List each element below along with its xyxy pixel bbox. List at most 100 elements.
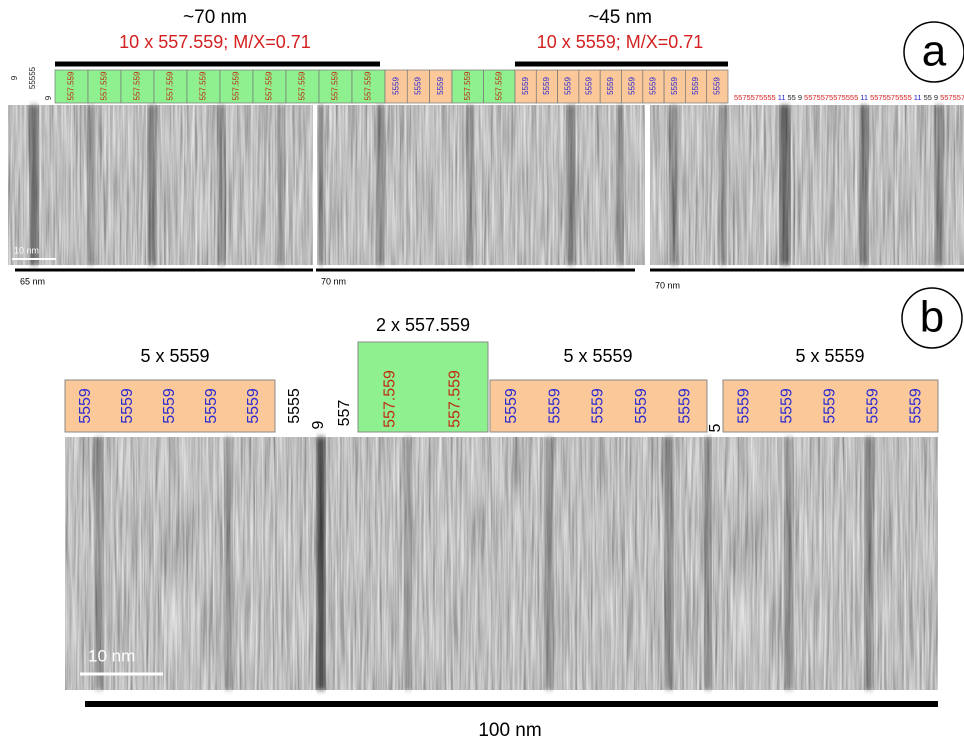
- length-label: 70 nm: [321, 276, 346, 286]
- group-header: 2 x 557.559: [376, 315, 470, 335]
- formula-label: 10 x 557.559; M/X=0.71: [119, 32, 311, 52]
- box-label: 5559: [590, 388, 607, 424]
- sequence-box: [318, 69, 353, 104]
- box-label: 5559: [822, 388, 839, 424]
- dark-band: [218, 105, 225, 265]
- sequence-box: [120, 69, 155, 104]
- sequence-box: [722, 379, 939, 433]
- box-label: 557.559: [265, 71, 274, 100]
- sequence-label: 55555: [28, 66, 37, 89]
- sequence-label: 557: [336, 400, 353, 427]
- dark-band: [545, 437, 553, 690]
- box-label: 557.559: [199, 71, 208, 100]
- sequence-box: [186, 69, 221, 104]
- length-label: 70 nm: [655, 280, 680, 290]
- dark-band: [780, 105, 790, 265]
- span-label: ~70 nm: [183, 7, 247, 28]
- box-label: 5559: [503, 388, 520, 424]
- sequence-box: [357, 341, 489, 433]
- dark-band: [88, 105, 94, 265]
- dark-band: [705, 437, 711, 690]
- length-label: 65 nm: [20, 276, 45, 286]
- panel-label: b: [920, 293, 944, 342]
- dark-band: [617, 105, 623, 265]
- tail-label: 557557: [940, 93, 964, 102]
- panel-circle: [901, 287, 963, 349]
- tail-label: 9: [798, 93, 802, 102]
- box-label: 5559: [521, 77, 530, 95]
- box-label: 557.559: [298, 71, 307, 100]
- dark-band: [405, 437, 411, 690]
- sequence-label: 9: [10, 75, 19, 80]
- box-label: 557.559: [447, 370, 464, 428]
- tail-label: 55: [924, 93, 932, 102]
- box-label: 5559: [161, 388, 178, 424]
- sequence-label: 9: [310, 420, 327, 429]
- dark-band: [148, 105, 156, 265]
- sequence-label: 5: [707, 423, 724, 432]
- box-label: 5559: [779, 388, 796, 424]
- box-label: 557.559: [166, 71, 175, 100]
- scale-label: 10 nm: [14, 245, 39, 255]
- box-label: 5559: [391, 77, 400, 95]
- sequence-box: [64, 379, 276, 433]
- box-label: 5559: [627, 77, 636, 95]
- box-label: 5559: [677, 388, 694, 424]
- box-label: 557.559: [67, 71, 76, 100]
- dark-band: [860, 105, 868, 265]
- sequence-box: [489, 379, 708, 433]
- dark-band: [278, 105, 284, 265]
- tail-label: 9: [934, 93, 938, 102]
- sequence-box: [451, 69, 484, 104]
- box-label: 5559: [585, 77, 594, 95]
- group-header: 5 x 5559: [795, 346, 864, 366]
- box-label: 5559: [649, 77, 658, 95]
- tail-label: 5575575555: [734, 93, 776, 102]
- box-label: 5559: [563, 77, 572, 95]
- dark-band: [865, 437, 873, 690]
- dark-band: [317, 437, 325, 690]
- tail-label: 55: [788, 93, 796, 102]
- dark-band: [785, 437, 793, 690]
- tail-labels: 5575575555 11 55 9 5575575575555 11 5575575555…: [734, 93, 964, 102]
- stem-image: [65, 437, 938, 690]
- box-label: 5559: [542, 77, 551, 95]
- tail-label: 11: [860, 93, 868, 102]
- sequence-box: [706, 69, 729, 104]
- formula-label: 10 x 5559; M/X=0.71: [537, 32, 704, 52]
- group-header: 5 x 5559: [563, 346, 632, 366]
- dark-band: [720, 105, 726, 265]
- dark-band: [670, 105, 678, 265]
- box-label: 5559: [546, 388, 563, 424]
- tail-label: 5575575575555: [804, 93, 858, 102]
- box-label: 557.559: [382, 370, 399, 428]
- span-label: ~45 nm: [588, 7, 652, 28]
- stem-image: [650, 105, 964, 265]
- box-label: 5559: [691, 77, 700, 95]
- box-label: 5559: [414, 77, 423, 95]
- box-label: 5559: [606, 77, 615, 95]
- stem-image: [317, 105, 645, 265]
- box-label: 557.559: [133, 71, 142, 100]
- box-label: 5559: [865, 388, 882, 424]
- scale-label: 10 nm: [88, 646, 135, 665]
- box-label: 5559: [436, 77, 445, 95]
- box-label: 5559: [245, 388, 262, 424]
- box-label: 5559: [908, 388, 925, 424]
- box-label: 557.559: [494, 71, 503, 100]
- box-label: 5559: [203, 388, 220, 424]
- dark-band: [377, 105, 384, 265]
- panel-circle: [903, 21, 964, 83]
- sequence-box: [483, 69, 516, 104]
- dark-band: [319, 105, 323, 265]
- box-label: 557.559: [364, 71, 373, 100]
- dark-band: [567, 105, 575, 265]
- box-label: 557.559: [100, 71, 109, 100]
- box-label: 5559: [670, 77, 679, 95]
- sequence-box: [252, 69, 287, 104]
- box-label: 5559: [736, 388, 753, 424]
- dark-band: [665, 437, 673, 690]
- box-label: 557.559: [232, 71, 241, 100]
- dark-band: [30, 105, 38, 265]
